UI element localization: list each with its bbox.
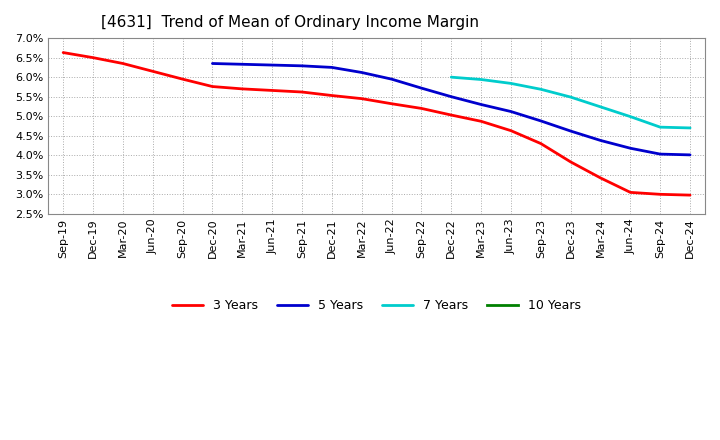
5 Years: [417, 85, 426, 91]
3 Years: [596, 175, 605, 180]
5 Years: [507, 109, 516, 114]
3 Years: [477, 119, 485, 124]
3 Years: [507, 128, 516, 133]
3 Years: [119, 61, 127, 66]
3 Years: [656, 192, 665, 197]
3 Years: [268, 88, 276, 93]
3 Years: [536, 141, 545, 146]
7 Years: [596, 104, 605, 110]
3 Years: [59, 50, 68, 55]
3 Years: [387, 101, 396, 106]
Legend: 3 Years, 5 Years, 7 Years, 10 Years: 3 Years, 5 Years, 7 Years, 10 Years: [167, 294, 586, 317]
7 Years: [477, 77, 485, 82]
5 Years: [656, 151, 665, 157]
3 Years: [328, 93, 336, 98]
5 Years: [328, 65, 336, 70]
Text: [4631]  Trend of Mean of Ordinary Income Margin: [4631] Trend of Mean of Ordinary Income …: [101, 15, 479, 30]
7 Years: [626, 114, 635, 119]
3 Years: [447, 112, 456, 117]
3 Years: [685, 192, 694, 198]
Line: 5 Years: 5 Years: [212, 63, 690, 155]
5 Years: [297, 63, 306, 69]
7 Years: [507, 81, 516, 86]
5 Years: [387, 77, 396, 82]
3 Years: [208, 84, 217, 89]
5 Years: [536, 118, 545, 124]
7 Years: [447, 74, 456, 80]
5 Years: [685, 152, 694, 158]
5 Years: [238, 62, 246, 67]
Line: 3 Years: 3 Years: [63, 52, 690, 195]
Line: 7 Years: 7 Years: [451, 77, 690, 128]
5 Years: [208, 61, 217, 66]
3 Years: [89, 55, 97, 60]
7 Years: [536, 87, 545, 92]
5 Years: [447, 94, 456, 99]
5 Years: [567, 128, 575, 134]
5 Years: [477, 102, 485, 107]
5 Years: [268, 62, 276, 68]
5 Years: [626, 146, 635, 151]
3 Years: [567, 159, 575, 165]
3 Years: [417, 106, 426, 111]
3 Years: [297, 89, 306, 95]
3 Years: [148, 69, 157, 74]
3 Years: [357, 96, 366, 101]
7 Years: [656, 125, 665, 130]
3 Years: [179, 77, 187, 82]
5 Years: [357, 70, 366, 75]
3 Years: [626, 190, 635, 195]
3 Years: [238, 86, 246, 92]
5 Years: [596, 138, 605, 143]
7 Years: [685, 125, 694, 131]
7 Years: [567, 95, 575, 100]
